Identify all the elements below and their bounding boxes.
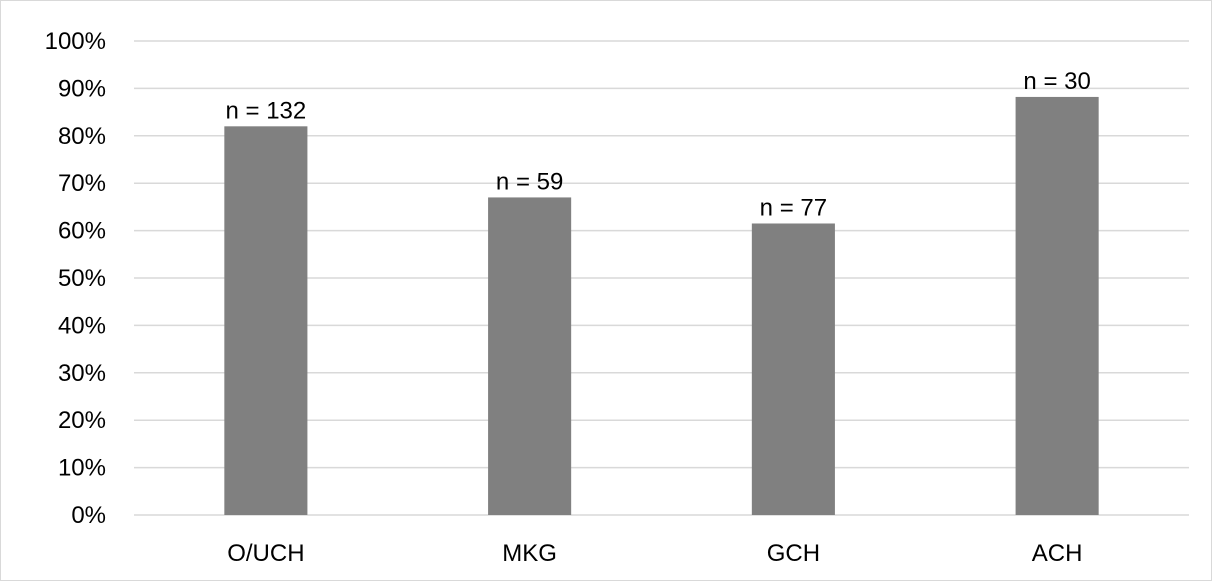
bars [224, 96, 1099, 516]
data-label: n = 59 [496, 168, 563, 195]
data-labels: n = 132 n = 59 n = 77 n = 30 [226, 68, 1091, 222]
y-tick-label: 80% [58, 123, 106, 150]
y-tick-label: 30% [58, 360, 106, 387]
bar-mkg [488, 197, 572, 516]
y-axis-ticks: 0% 10% 20% 30% 40% 50% 60% 70% 80% 90% 100% [45, 28, 106, 529]
data-label: n = 77 [760, 194, 827, 221]
bar-ach [1015, 96, 1099, 515]
y-tick-label: 50% [58, 265, 106, 292]
x-axis-ticks: O/UCH MKG GCH ACH [227, 540, 1082, 567]
bar-gch [751, 223, 835, 516]
x-tick-label: ACH [1032, 540, 1083, 567]
y-tick-label: 100% [45, 28, 106, 55]
x-tick-label: O/UCH [227, 540, 304, 567]
data-label: n = 132 [226, 97, 307, 124]
x-tick-label: MKG [502, 540, 557, 567]
y-tick-label: 20% [58, 407, 106, 434]
data-label: n = 30 [1023, 68, 1090, 95]
y-tick-label: 0% [71, 502, 106, 529]
bar-o-uch [224, 126, 308, 515]
y-tick-label: 40% [58, 312, 106, 339]
gridlines [134, 40, 1189, 516]
y-tick-label: 90% [58, 75, 106, 102]
y-tick-label: 10% [58, 455, 106, 482]
y-tick-label: 70% [58, 170, 106, 197]
x-tick-label: GCH [767, 540, 820, 567]
y-tick-label: 60% [58, 218, 106, 245]
